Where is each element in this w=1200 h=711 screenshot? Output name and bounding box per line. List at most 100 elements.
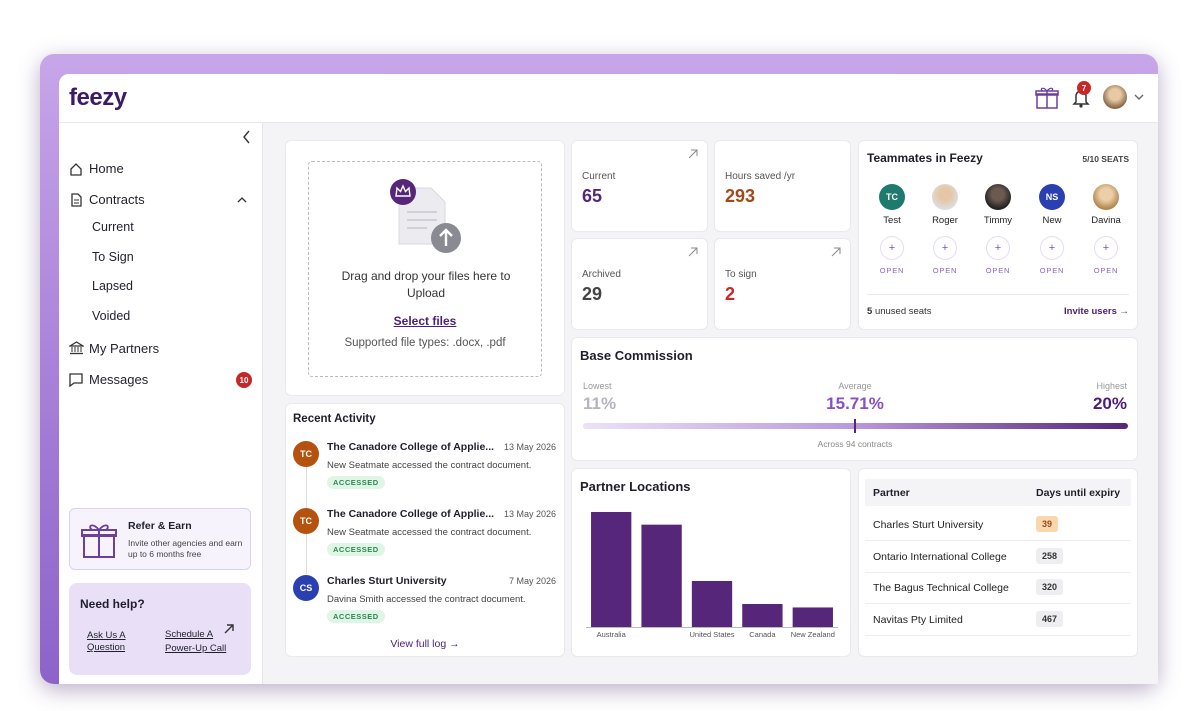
activity-card: Recent Activity View full log → TC The Ca… <box>285 403 565 657</box>
add-seat-button[interactable]: + <box>1094 236 1118 260</box>
x-tick-label: New Zealand <box>791 630 835 639</box>
activity-avatar: CS <box>293 575 319 601</box>
upload-icon <box>390 179 461 253</box>
drop-zone[interactable]: Drag and drop your files here to Upload … <box>308 161 542 377</box>
nav-subitem[interactable]: Lapsed <box>92 279 134 293</box>
top-bar: feezy 7 <box>59 74 1158 123</box>
bar <box>591 512 632 627</box>
activity-text: New Seatmate accessed the contract docum… <box>327 527 532 538</box>
gift-icon[interactable] <box>1035 86 1059 110</box>
user-avatar[interactable] <box>1103 85 1127 109</box>
seats: 5/10 SEATS <box>1082 154 1129 164</box>
activity-title[interactable]: The Canadore College of Applie... <box>327 508 495 520</box>
stat-value: 29 <box>582 284 603 304</box>
invite-link[interactable]: Invite users → <box>1064 306 1129 317</box>
nav-subitem[interactable]: Voided <box>92 309 131 323</box>
help-link[interactable]: Ask Us A Question <box>87 630 126 653</box>
select-files-link[interactable]: Select files <box>393 314 457 328</box>
table-row <box>865 509 1131 541</box>
stat-label: Hours saved /yr <box>725 171 796 182</box>
add-seat-button[interactable]: + <box>880 236 904 260</box>
column-header: Days until expiry <box>1036 487 1121 499</box>
days-until-expiry: 39 <box>1036 516 1059 532</box>
average-marker <box>854 419 856 433</box>
open-label: OPEN <box>932 266 958 275</box>
upload-card: Drag and drop your files here to Upload … <box>285 140 565 396</box>
stat-card: Hours saved /yr 293 <box>714 140 851 232</box>
nav-item[interactable]: Messages <box>89 372 149 387</box>
highest-value: 20% <box>1092 394 1127 413</box>
chart: Australia United States Canada New Zealand <box>586 512 838 639</box>
activity-title[interactable]: The Canadore College of Applie... <box>327 441 495 453</box>
message-badge: 10 <box>236 372 252 388</box>
messages-icon <box>69 373 83 387</box>
stat-label: Current <box>582 171 616 182</box>
table-row <box>865 572 1131 604</box>
teammate-avatar <box>1093 184 1119 210</box>
refer-title: Refer & Earn <box>128 520 192 532</box>
days-until-expiry: 320 <box>1036 579 1064 595</box>
nav-item[interactable]: Home <box>89 161 124 176</box>
view-log-link[interactable]: View full log → <box>390 638 460 650</box>
activity-title: Recent Activity <box>293 413 376 425</box>
partner-name: Navitas Pty Limited <box>873 613 963 626</box>
add-seat-button[interactable]: + <box>933 236 957 260</box>
open-label: OPEN <box>1039 266 1065 275</box>
stat-value: 2 <box>725 284 736 304</box>
help-link[interactable]: Schedule A Power-Up Call <box>165 629 227 654</box>
x-tick-label: Australia <box>597 630 627 639</box>
arrow-icon <box>688 247 698 257</box>
unused-text: unused seats <box>874 306 932 317</box>
nav-subitem[interactable]: To Sign <box>92 250 134 264</box>
external-icon <box>224 624 234 634</box>
commission-title: Base Commission <box>580 348 693 363</box>
nav-item[interactable]: My Partners <box>89 341 160 356</box>
bar <box>792 607 833 627</box>
teammates-card: Teammates in Feezy 5/10 SEATS TC NS Test… <box>858 140 1138 330</box>
status-pill: ACCESSED <box>327 610 385 623</box>
nav-item[interactable]: Contracts <box>89 192 145 207</box>
teammates-title: Teammates in Feezy <box>867 151 983 165</box>
dropdown-icon[interactable] <box>1134 93 1144 101</box>
chart-card: Partner Locations Australia United States… <box>571 468 851 657</box>
add-seat-button[interactable]: + <box>1040 236 1064 260</box>
nav-subitem[interactable]: Current <box>92 220 134 234</box>
activity-text: Davina Smith accessed the contract docum… <box>327 594 526 605</box>
avatar-initials: TC <box>879 184 905 210</box>
bar <box>641 524 682 627</box>
add-seat-button[interactable]: + <box>986 236 1010 260</box>
lowest-label: Lowest <box>583 381 612 391</box>
activity-date: 13 May 2026 <box>503 442 556 452</box>
teammate-name: Davina <box>1091 215 1121 226</box>
collapse-icon[interactable] <box>242 130 252 144</box>
stat-label: Archived <box>582 269 621 280</box>
arrow-icon <box>831 247 841 257</box>
stat-label: To sign <box>725 269 757 280</box>
help-title: Need help? <box>80 597 145 611</box>
file-types: Supported file types: .docx, .pdf <box>344 337 506 349</box>
open-label: OPEN <box>1093 266 1119 275</box>
table-row <box>865 604 1131 636</box>
logo[interactable]: feezy <box>69 84 127 111</box>
stat-card[interactable]: Archived 29 <box>571 238 708 330</box>
partner-name: Ontario International College <box>873 550 1007 563</box>
open-label: OPEN <box>879 266 905 275</box>
activity-title[interactable]: Charles Sturt University <box>327 575 447 587</box>
commission-note: Across 94 contracts <box>817 439 893 449</box>
unused-seats: 5 unused seats <box>867 306 931 317</box>
activity-date: 7 May 2026 <box>508 576 556 586</box>
chart-title: Partner Locations <box>580 479 691 494</box>
commission-card: Base Commission Lowest 11% Average 15.71… <box>571 337 1138 461</box>
gift-icon <box>81 524 117 558</box>
stat-card[interactable]: Current 65 <box>571 140 708 232</box>
divider <box>867 294 1129 295</box>
expand-icon[interactable] <box>237 196 247 204</box>
days-until-expiry: 258 <box>1036 547 1064 564</box>
refer-card[interactable]: Refer & Earn Invite other agencies and e… <box>69 508 251 570</box>
upload-text: Drag and drop your files here to Upload <box>341 269 511 300</box>
help-card: Need help? Ask Us A Question Schedule A … <box>69 583 251 675</box>
stat-card[interactable]: To sign 2 <box>714 238 851 330</box>
partners-icon <box>69 341 84 355</box>
unused-count: 5 <box>867 306 873 317</box>
column-header: Partner <box>873 487 910 499</box>
